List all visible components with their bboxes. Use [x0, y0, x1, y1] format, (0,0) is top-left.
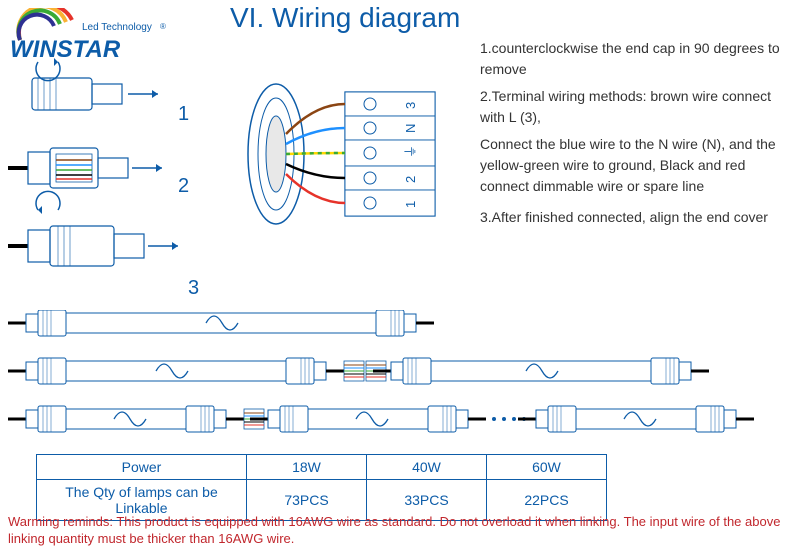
table-header-60w: 60W — [487, 455, 607, 480]
step-diagrams: 1 2 3 — [8, 54, 248, 314]
table-header-40w: 40W — [367, 455, 487, 480]
logo-subtitle: Led Technology — [82, 22, 152, 33]
logo-registered: ® — [160, 22, 166, 31]
tube-linking-diagram — [8, 310, 792, 450]
instruction-step-2b: Connect the blue wire to the N wire (N),… — [480, 134, 790, 197]
step-3-diagram: 3 — [8, 191, 199, 299]
svg-text:N: N — [403, 124, 418, 133]
tube-row-3 — [8, 406, 754, 432]
step-1-label: 1 — [178, 103, 189, 125]
step-1-diagram: 1 — [32, 58, 189, 125]
step-2-diagram: 2 — [8, 148, 189, 197]
svg-text:⏚: ⏚ — [403, 145, 418, 158]
instruction-step-1: 1.counterclockwise the end cap in 90 deg… — [480, 38, 790, 80]
svg-text:2: 2 — [403, 176, 418, 183]
instruction-text: 1.counterclockwise the end cap in 90 deg… — [480, 38, 790, 234]
linking-table: Power 18W 40W 60W The Qty of lamps can b… — [36, 454, 607, 521]
tube-row-1 — [8, 310, 434, 336]
tube-row-2 — [8, 358, 709, 384]
step-3-label: 3 — [188, 277, 199, 299]
terminal-rows: 3 N ⏚ 2 1 — [345, 92, 435, 216]
instruction-step-2a: 2.Terminal wiring methods: brown wire co… — [480, 86, 790, 128]
table-header-18w: 18W — [247, 455, 367, 480]
svg-text:1: 1 — [403, 201, 418, 208]
step-2-label: 2 — [178, 175, 189, 197]
svg-text:3: 3 — [403, 102, 418, 109]
instruction-step-3: 3.After finished connected, align the en… — [480, 207, 790, 228]
page-title: VI. Wiring diagram — [230, 2, 460, 34]
warning-text: Warming reminds: This product is equippe… — [8, 514, 788, 548]
table-header-power: Power — [37, 455, 247, 480]
terminal-detail-diagram: 3 N ⏚ 2 1 — [240, 54, 470, 254]
